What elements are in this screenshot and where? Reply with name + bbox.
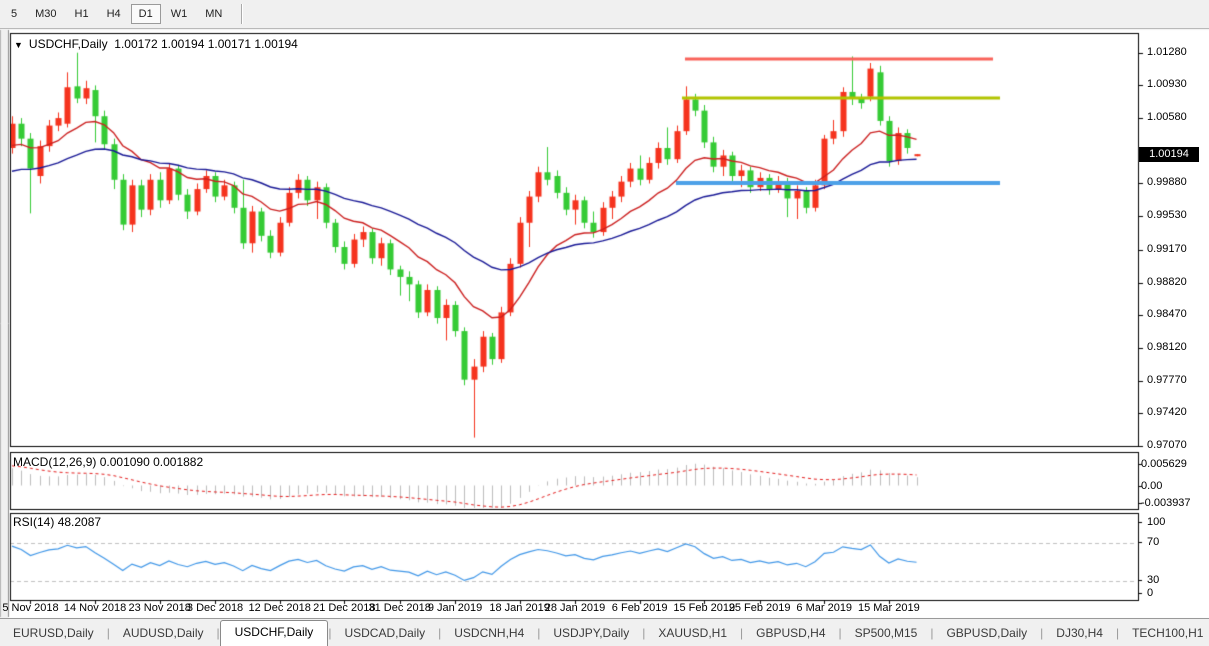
date-axis-label: 12 Dec 2018	[248, 602, 311, 614]
macd-name: MACD(12,26,9)	[13, 455, 97, 469]
timeframe-button-d1[interactable]: D1	[130, 4, 161, 24]
date-axis-label: 31 Dec 2018	[368, 602, 431, 614]
price-axis-label: 0.97770	[1147, 374, 1187, 386]
tab-eurusd-daily[interactable]: EURUSD,Daily	[13, 626, 94, 640]
tab-dj30-h4[interactable]: DJ30,H4	[1056, 626, 1103, 640]
tab-usdchf-daily[interactable]: USDCHF,Daily	[219, 620, 329, 646]
date-axis-label: 14 Nov 2018	[63, 602, 127, 614]
rsi-value: 48.2087	[57, 515, 102, 529]
date-axis-label: 3 Dec 2018	[186, 602, 244, 614]
price-axis-label: 0.98820	[1147, 276, 1187, 288]
chart-tabs-bar: EURUSD,Daily | AUDUSD,Daily | USDCHF,Daily | U…	[0, 618, 1209, 646]
date-axis-label: 23 Nov 2018	[128, 602, 191, 614]
date-axis-label: 28 Jan 2019	[544, 602, 606, 614]
tab-usdjpy-daily[interactable]: USDJPY,Daily	[553, 626, 630, 640]
timeframe-button-h4[interactable]: H4	[106, 8, 121, 20]
chevron-down-icon[interactable]: ▼	[14, 40, 23, 50]
date-axis-label: 15 Feb 2019	[673, 602, 736, 614]
macd-values: 0.001090 0.001882	[99, 455, 204, 469]
date-axis-label: 18 Jan 2019	[489, 602, 550, 614]
tab-separator: |	[1115, 626, 1120, 640]
tab-tech100-h1[interactable]: TECH100,H1	[1132, 626, 1204, 640]
price-axis-label: 0.99170	[1147, 243, 1187, 255]
chart-ohlc-values: 1.00172 1.00194 1.00171 1.00194	[114, 37, 298, 51]
tab-sp500-m15[interactable]: SP500,M15	[854, 626, 918, 640]
date-axis-label: 6 Feb 2019	[611, 602, 668, 614]
tab-separator: |	[438, 626, 442, 640]
date-axis-label: 15 Mar 2019	[857, 602, 920, 614]
tab-xauusd-h1[interactable]: XAUUSD,H1	[658, 626, 728, 640]
timeframe-button-mn[interactable]: MN	[205, 8, 223, 20]
tab-separator: |	[838, 626, 842, 640]
rsi-axis-label: 100	[1147, 516, 1166, 528]
tab-separator: |	[930, 626, 934, 640]
date-axis-label: 6 Mar 2019	[796, 602, 853, 614]
timeframe-button-h1[interactable]: H1	[74, 8, 89, 20]
price-axis-label: 0.99530	[1147, 209, 1187, 221]
price-axis-label: 1.01280	[1147, 46, 1187, 58]
timeframe-toolbar: 5 M30 H1 H4 D1 W1 MN	[0, 0, 1209, 29]
date-axis-label: 5 Nov 2018	[2, 602, 59, 614]
price-axis-label: 0.97420	[1147, 406, 1187, 418]
rsi-name: RSI(14)	[13, 515, 55, 529]
tab-audusd-daily[interactable]: AUDUSD,Daily	[122, 626, 204, 640]
tab-separator: |	[106, 626, 110, 640]
price-axis-label: 0.97070	[1147, 439, 1187, 451]
rsi-axis-label: 70	[1147, 536, 1160, 548]
tab-separator: |	[740, 626, 744, 640]
timeframe-button-m30[interactable]: M30	[35, 8, 57, 20]
tab-usdcad-daily[interactable]: USDCAD,Daily	[344, 626, 426, 640]
timeframe-button-w1[interactable]: W1	[170, 8, 188, 20]
macd-axis-label: 0.00	[1141, 480, 1163, 492]
tab-usdcnh-h4[interactable]: USDCNH,H4	[454, 626, 525, 640]
rsi-axis-label: 30	[1147, 574, 1160, 586]
macd-axis-label: 0.005629	[1141, 458, 1187, 470]
toolbar-separator	[241, 4, 244, 24]
timeframe-button-5[interactable]: 5	[11, 8, 18, 20]
tab-separator: |	[1040, 626, 1044, 640]
date-axis-label: 9 Jan 2019	[427, 602, 483, 614]
macd-axis-label: -0.003937	[1141, 497, 1191, 509]
price-axis-label: 1.00580	[1147, 111, 1187, 123]
price-axis-label: 0.98120	[1147, 341, 1187, 353]
price-axis-label: 0.98470	[1147, 308, 1187, 320]
price-axis-label: 1.00930	[1147, 78, 1187, 90]
price-axis-label: 0.99880	[1147, 176, 1187, 188]
tab-gbpusd-daily[interactable]: GBPUSD,Daily	[946, 626, 1028, 640]
tab-separator: |	[328, 626, 332, 640]
date-axis-label: 21 Dec 2018	[313, 602, 376, 614]
date-axis-label: 25 Feb 2019	[728, 602, 791, 614]
tab-separator: |	[537, 626, 541, 640]
tab-separator: |	[642, 626, 646, 640]
chart-symbol-label: USDCHF,Daily	[28, 37, 108, 51]
macd-indicator-label: MACD(12,26,9) 0.001090 0.001882	[13, 455, 203, 469]
chart-title: ▼ USDCHF,Daily 1.00172 1.00194 1.00171 1.…	[14, 37, 298, 51]
tab-gbpusd-h4[interactable]: GBPUSD,H4	[756, 626, 826, 640]
current-price-tag: 1.00194	[1139, 147, 1199, 162]
rsi-indicator-label: RSI(14) 48.2087	[13, 515, 101, 529]
rsi-axis-label: 0	[1147, 587, 1154, 599]
tab-separator: |	[216, 626, 220, 640]
